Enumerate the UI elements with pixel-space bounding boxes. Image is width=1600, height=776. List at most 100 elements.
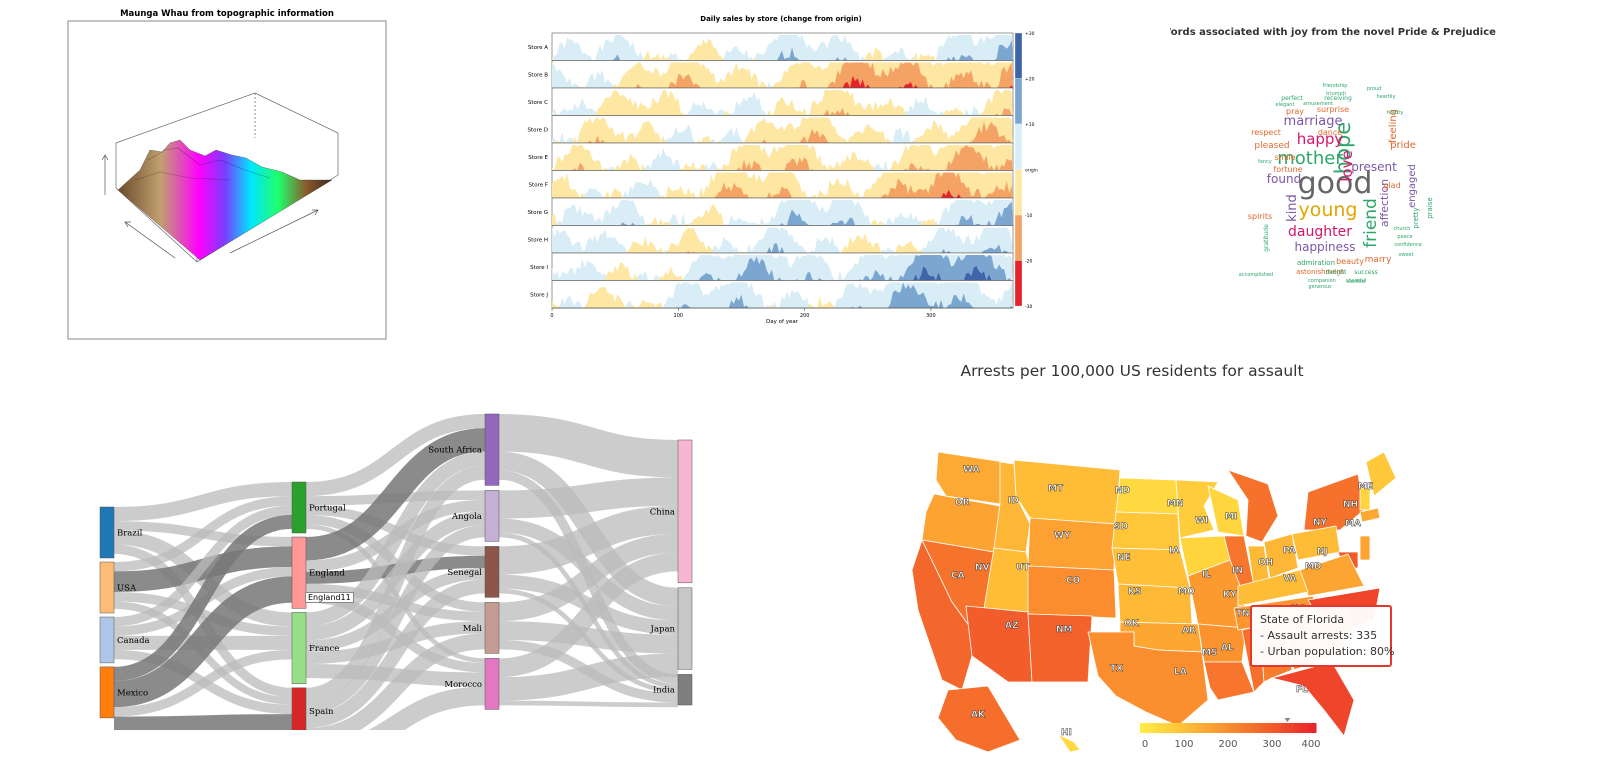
sankey-link[interactable] [498,414,679,478]
horizon-band-negative [552,145,1013,171]
horizon-band-positive [552,266,1013,281]
word: success [1354,269,1377,276]
horizon-row-label: Store D [527,127,548,133]
sankey-link[interactable] [305,514,486,612]
sankey-node[interactable] [291,536,307,609]
colorbar-step [1206,723,1211,733]
sankey-link[interactable] [305,451,486,627]
state-shape[interactable] [1027,517,1117,571]
state-shape[interactable] [965,605,1033,683]
state-label: NE [1117,553,1131,563]
state-shape[interactable] [1203,661,1255,701]
sankey-link[interactable] [498,653,679,701]
horizon-xlabel: Day of year [766,319,799,325]
word: astonishment [1296,268,1344,276]
state-shape[interactable] [1237,569,1309,607]
sankey-node[interactable] [677,674,693,706]
sankey-link[interactable] [498,505,679,575]
surface-mesh [117,139,333,261]
horizon-band-positive [552,282,1013,308]
word: sweet [1399,252,1414,258]
sankey-node[interactable] [291,481,307,534]
sankey-link[interactable] [113,496,293,572]
wordcloud-panel: Words associated with joy from the novel… [1160,18,1510,328]
state-label: VA [1283,574,1296,584]
sankey-link[interactable] [498,621,679,654]
sankey-link[interactable] [305,583,486,622]
sankey-link[interactable] [113,649,293,717]
state-shape[interactable] [1027,565,1117,619]
colorbar-segment [1014,32,1023,79]
state-label: AL [1221,643,1234,653]
state-shape[interactable] [1359,535,1371,561]
state-shape[interactable] [1291,525,1341,561]
state-label: PA [1283,546,1296,556]
sankey-link[interactable] [113,482,293,522]
sankey-node[interactable] [99,616,115,664]
state-label: HI [1061,728,1072,738]
sankey-link[interactable] [113,592,293,636]
sankey-link[interactable] [113,714,293,733]
state-shape[interactable] [1263,533,1299,579]
sankey-link[interactable] [113,576,293,708]
colorbar-tick-label: 300 [1262,739,1281,750]
state-shape[interactable] [1227,469,1279,543]
sankey-node[interactable] [677,587,693,670]
sankey-link[interactable] [498,700,679,708]
tooltip-line-assault: - Assault arrests: 335 [1260,629,1378,642]
state-shape[interactable] [935,451,1005,505]
wordcloud-chart: Words associated with joy from the novel… [1160,27,1496,290]
state-label: ID [1008,496,1019,506]
sankey-node[interactable] [484,658,500,710]
sankey-node[interactable] [99,666,115,719]
sankey-link[interactable] [305,579,486,729]
sankey-link[interactable] [498,552,679,678]
sankey-node[interactable] [484,546,500,598]
sankey-link[interactable] [498,477,679,519]
state-shape[interactable] [1175,479,1219,539]
sankey-node[interactable] [484,490,500,542]
sankey-node[interactable] [484,602,500,654]
word: beauty [1336,257,1364,266]
sankey-link[interactable] [305,428,486,561]
sankey-link[interactable] [113,505,293,627]
word: kind [1285,194,1300,222]
state-shape[interactable] [1056,732,1081,753]
sankey-node[interactable] [677,439,693,584]
sankey-link[interactable] [305,414,486,497]
state-shape[interactable] [1087,631,1209,727]
sankey-node[interactable] [99,561,115,614]
colorbar-label: +20 [1025,77,1035,83]
state-shape[interactable] [1359,507,1381,523]
word: pretty [1412,207,1420,228]
state-shape[interactable] [937,685,1021,753]
state-label: OH [1258,558,1273,568]
sankey-link[interactable] [305,664,486,687]
sankey-link[interactable] [498,533,679,622]
sankey-node[interactable] [291,612,307,685]
horizon-row: Store H [528,225,1014,254]
word: church [1394,226,1411,232]
state-shape[interactable] [1013,459,1121,525]
word: fancy [1258,159,1272,165]
colorbar-tick-label: 200 [1218,739,1237,750]
sankey-link[interactable] [305,525,486,715]
sankey-node[interactable] [484,413,500,486]
colorbar-segment [1014,78,1023,125]
colorbar-step [1210,723,1216,733]
state-shape[interactable] [1365,451,1397,497]
sankey-node[interactable] [99,506,115,559]
colorbar-step [1232,723,1238,733]
sankey-link[interactable] [305,465,486,702]
sankey-link[interactable] [113,514,293,681]
colorbar-segment [1014,214,1023,261]
colorbar-step [1179,723,1185,733]
sankey-node[interactable] [291,687,307,734]
state-shape[interactable] [1027,613,1093,683]
colorbar-step [1302,723,1308,733]
state-shape[interactable] [1303,473,1365,531]
word: mother [1277,148,1343,169]
horizon-row: Store A [528,32,1014,61]
horizon-band-negative [552,172,1013,198]
sankey-link[interactable] [113,544,293,698]
